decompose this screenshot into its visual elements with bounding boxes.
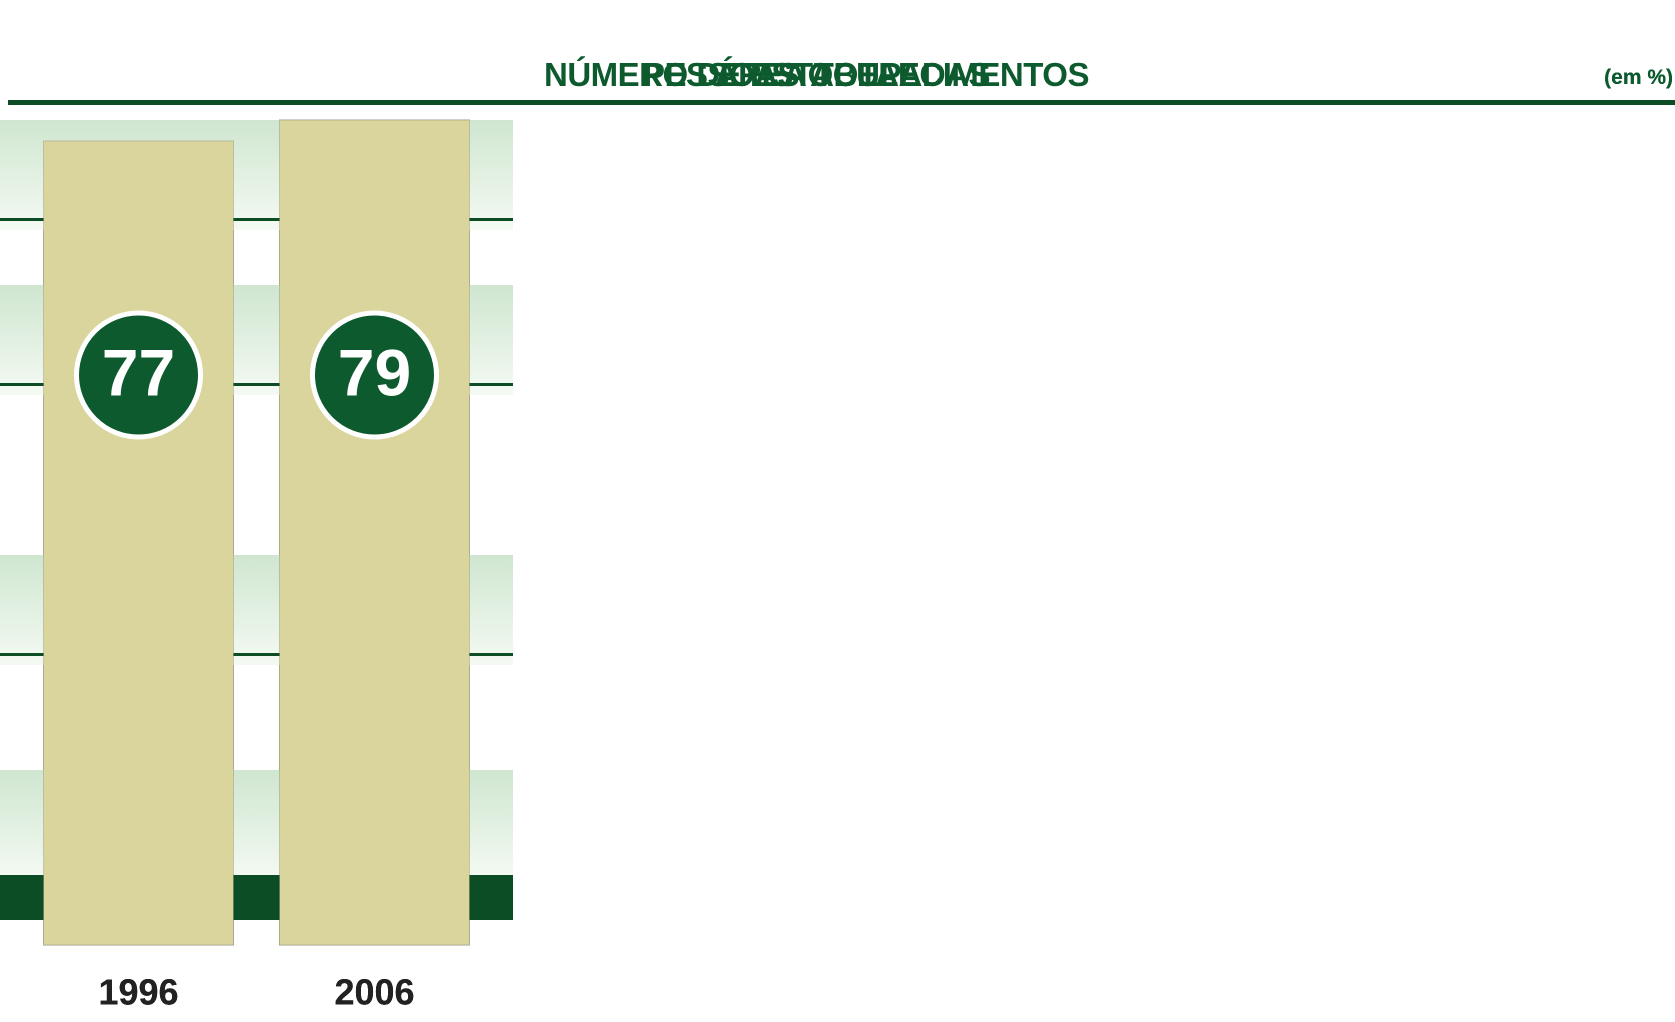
chart-title: PESSOAS OCUPADAS: [68, 56, 1565, 94]
value-label: 79: [338, 335, 411, 409]
x-tick-label: 2006: [334, 972, 414, 1013]
unit-label: (em %): [1604, 66, 1673, 90]
value-label: 77: [102, 335, 175, 409]
x-tick-label: 1996: [98, 972, 178, 1013]
bar: [279, 120, 469, 945]
bar: [44, 141, 234, 945]
plot: 77 1996 79 2006: [0, 110, 513, 1015]
chart-header: PESSOAS OCUPADAS (em %): [8, 8, 1675, 105]
infographic: NÚMERO DE ESTABELECIMENTOS(em %)85199688…: [0, 0, 1675, 1022]
